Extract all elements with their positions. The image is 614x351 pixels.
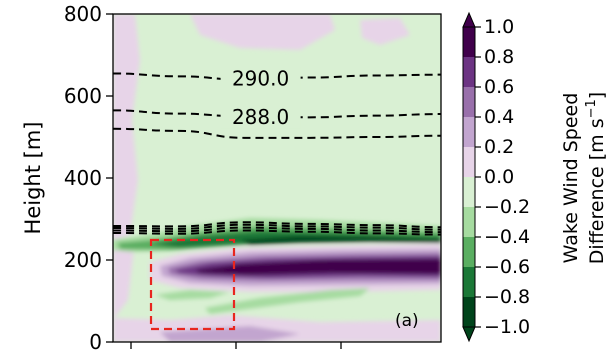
colorbar-tick-label: 0.8 [484, 46, 514, 68]
colorbar-tick-label: 0.4 [484, 106, 514, 128]
y-tick-label: 0 [89, 330, 102, 351]
colorbar-extend-max [462, 11, 476, 28]
y-tick-label: 400 [64, 166, 102, 190]
colorbar-segment [463, 57, 475, 88]
contour-labels: 290.0 288.0 [220, 66, 301, 129]
contour-line [113, 221, 441, 229]
contour-label-bg [220, 66, 301, 91]
colorbar-label-line1: Wake Wind Speed [560, 93, 582, 264]
colorbar-tick-label: 0.2 [484, 136, 514, 158]
y-tick-label: 800 [64, 2, 102, 26]
colorbar-segment [463, 147, 475, 178]
y-tick-label: 600 [64, 84, 102, 108]
colorbar-segment [463, 207, 475, 238]
colorbar-label-line2: Difference [m s−1] [584, 92, 608, 264]
colorbar-tick-label: −0.2 [484, 196, 530, 218]
colorbar-label-exponent: −1 [584, 99, 599, 118]
contour-line [113, 72, 441, 81]
colorbar-extend-min [462, 326, 476, 343]
colorbar-tick-label: −0.6 [484, 256, 530, 278]
contour-line [113, 109, 441, 119]
colorbar-segment [463, 117, 475, 148]
contour-line [113, 226, 441, 234]
colorbar-tick-label: 0.0 [484, 166, 514, 188]
y-tick-label: 200 [64, 248, 102, 272]
wake-field-contourf [113, 14, 441, 342]
colorbar-ticks: 1.0 0.8 0.6 0.4 0.2 0.0 −0.2 −0.4 −0.6 −0.8 −1.0 [475, 16, 530, 338]
colorbar-segment [463, 27, 475, 58]
colorbar-label-close: ] [586, 92, 608, 99]
colorbar-tick-label: −0.8 [484, 286, 530, 308]
colorbar-segment [463, 267, 475, 298]
colorbar [462, 11, 476, 343]
contour-label: 290.0 [232, 67, 289, 91]
contour-lines [113, 72, 441, 236]
colorbar-tick-label: −0.4 [484, 226, 530, 248]
colorbar-segment [463, 297, 475, 328]
contour-line [113, 229, 441, 236]
colorbar-tick-label: 0.6 [484, 76, 514, 98]
contour-line [113, 127, 441, 139]
y-axis-label: Height [m] [21, 122, 45, 235]
colorbar-segment [463, 237, 475, 268]
colorbar-segment [463, 87, 475, 118]
contour-line [113, 223, 441, 231]
contour-label: 288.0 [232, 105, 289, 129]
panel-label: (a) [395, 311, 419, 331]
x-axis [130, 342, 342, 349]
turbine-region-box [149, 238, 236, 331]
colorbar-segment [463, 177, 475, 208]
y-axis: 0 200 400 600 800 [64, 2, 113, 351]
colorbar-label-units: Difference [m s [586, 118, 608, 264]
colorbar-tick-label: 1.0 [484, 16, 514, 38]
contour-label-bg [220, 104, 301, 129]
colorbar-tick-label: −1.0 [484, 316, 530, 338]
